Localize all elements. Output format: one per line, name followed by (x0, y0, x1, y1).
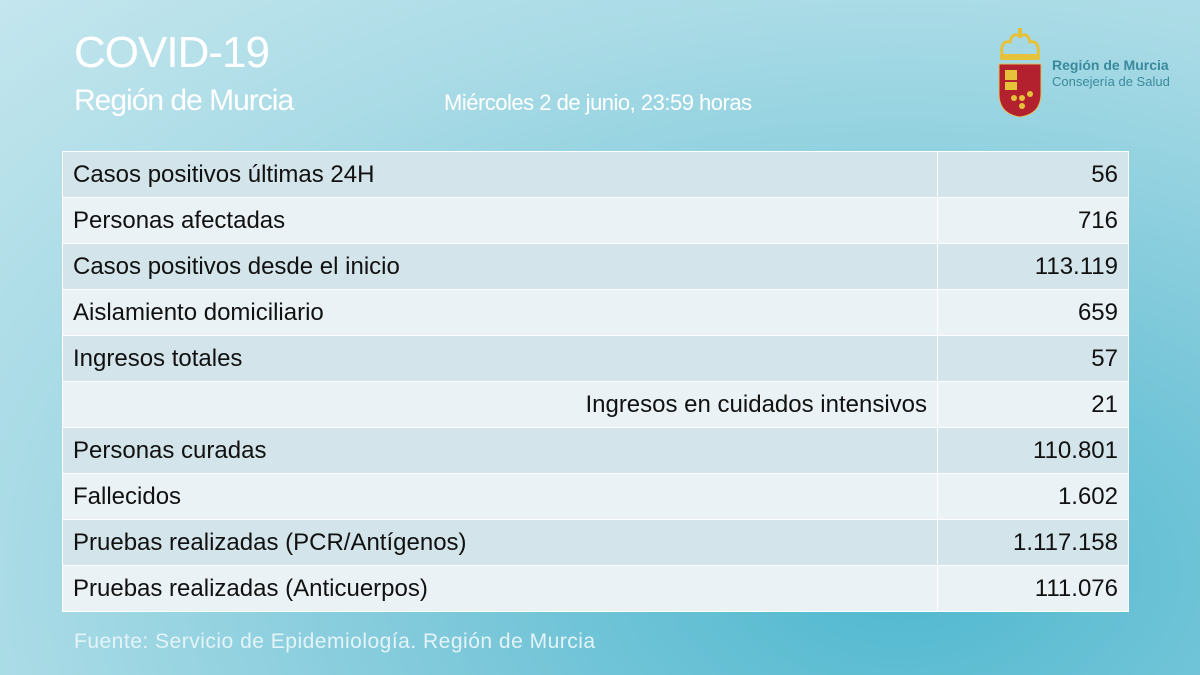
row-value: 113.119 (937, 243, 1129, 290)
row-label: Ingresos totales (62, 335, 938, 382)
row-label: Aislamiento domiciliario (62, 289, 938, 336)
row-label: Pruebas realizadas (Anticuerpos) (62, 565, 938, 612)
source-note: Fuente: Servicio de Epidemiología. Regió… (74, 630, 596, 653)
table-row: Personas afectadas 716 (62, 197, 1129, 244)
logo-line2: Consejería de Salud (1052, 73, 1170, 89)
row-label: Pruebas realizadas (PCR/Antígenos) (62, 519, 938, 566)
table-row: Casos positivos últimas 24H 56 (62, 151, 1129, 198)
region-subtitle: Región de Murcia (74, 84, 294, 117)
row-value: 56 (937, 151, 1129, 198)
row-value: 110.801 (937, 427, 1129, 474)
logo-line1: Región de Murcia (1052, 56, 1169, 73)
row-label: Fallecidos (62, 473, 938, 520)
table-row: Fallecidos 1.602 (62, 473, 1129, 520)
table-row: Ingresos totales 57 (62, 335, 1129, 382)
row-label: Ingresos en cuidados intensivos (62, 381, 938, 428)
table-row: Ingresos en cuidados intensivos 21 (62, 381, 1129, 428)
row-value: 1.602 (937, 473, 1129, 520)
stats-table: Casos positivos últimas 24H 56 Personas af… (62, 151, 1129, 612)
region-logo: Región de Murcia Consejería de Salud (996, 28, 1170, 118)
table-row: Pruebas realizadas (Anticuerpos) 111.076 (62, 565, 1129, 612)
table-row: Aislamiento domiciliario 659 (62, 289, 1129, 336)
table-row: Personas curadas 110.801 (62, 427, 1129, 474)
row-value: 21 (937, 381, 1129, 428)
page-title: COVID-19 (74, 28, 270, 77)
report-date: Miércoles 2 de junio, 23:59 horas (444, 90, 752, 115)
row-value: 716 (937, 197, 1129, 244)
row-value: 659 (937, 289, 1129, 336)
coat-of-arms-icon (998, 28, 1042, 118)
row-label: Personas curadas (62, 427, 938, 474)
row-label: Casos positivos desde el inicio (62, 243, 938, 290)
table-row: Casos positivos desde el inicio 113.119 (62, 243, 1129, 290)
row-label: Casos positivos últimas 24H (62, 151, 938, 198)
row-value: 57 (937, 335, 1129, 382)
row-label: Personas afectadas (62, 197, 938, 244)
table-row: Pruebas realizadas (PCR/Antígenos) 1.117.… (62, 519, 1129, 566)
row-value: 111.076 (937, 565, 1129, 612)
row-value: 1.117.158 (937, 519, 1129, 566)
